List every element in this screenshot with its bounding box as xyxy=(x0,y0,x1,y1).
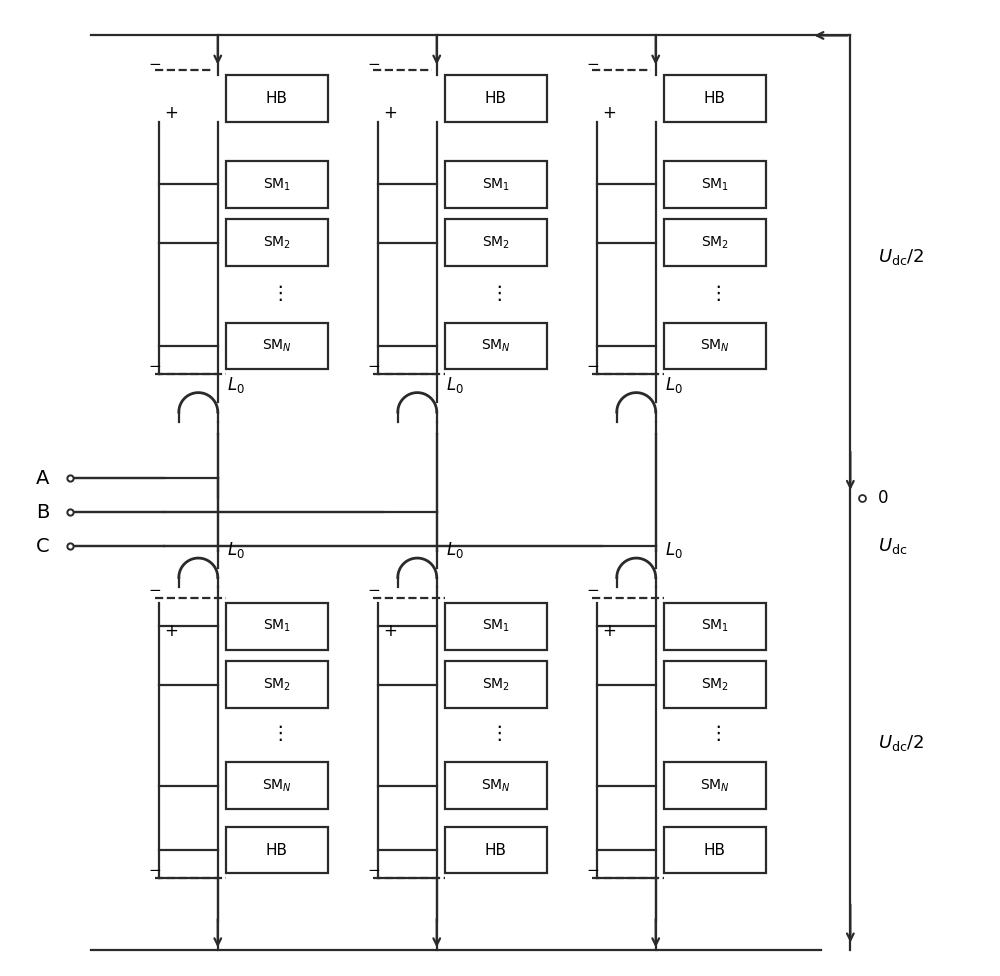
Bar xyxy=(226,75,328,122)
Text: A: A xyxy=(36,468,49,488)
Text: $-$: $-$ xyxy=(148,357,161,372)
Bar xyxy=(445,75,547,122)
Text: $-$: $-$ xyxy=(367,861,380,876)
Text: $-$: $-$ xyxy=(367,357,380,372)
Text: $\mathrm{SM}_{1}$: $\mathrm{SM}_{1}$ xyxy=(701,176,729,192)
Text: $0$: $0$ xyxy=(877,489,888,507)
Bar xyxy=(226,762,328,809)
Bar xyxy=(664,827,766,874)
Text: $\mathrm{SM}_{1}$: $\mathrm{SM}_{1}$ xyxy=(701,618,729,634)
Bar xyxy=(226,661,328,708)
Text: $\mathrm{SM}_{N}$: $\mathrm{SM}_{N}$ xyxy=(481,778,511,794)
Text: $L_0$: $L_0$ xyxy=(446,541,464,560)
Text: $\mathrm{SM}_{1}$: $\mathrm{SM}_{1}$ xyxy=(263,618,291,634)
Bar xyxy=(664,762,766,809)
Text: HB: HB xyxy=(266,91,288,106)
Text: $\mathrm{SM}_{N}$: $\mathrm{SM}_{N}$ xyxy=(481,338,511,354)
Bar xyxy=(226,161,328,208)
Bar xyxy=(445,603,547,650)
Bar xyxy=(664,75,766,122)
Text: $\mathrm{SM}_{2}$: $\mathrm{SM}_{2}$ xyxy=(263,234,291,251)
Bar xyxy=(664,220,766,266)
Text: $-$: $-$ xyxy=(367,56,380,70)
Text: $-$: $-$ xyxy=(586,56,599,70)
Text: $+$: $+$ xyxy=(383,622,397,640)
Text: $-$: $-$ xyxy=(586,581,599,595)
Text: $\mathrm{SM}_{2}$: $\mathrm{SM}_{2}$ xyxy=(482,234,510,251)
Bar xyxy=(226,322,328,369)
Text: $-$: $-$ xyxy=(148,581,161,595)
Text: $U_{\rm dc}/2$: $U_{\rm dc}/2$ xyxy=(878,734,923,753)
Text: $\vdots$: $\vdots$ xyxy=(270,723,283,744)
Text: $\mathrm{SM}_{1}$: $\mathrm{SM}_{1}$ xyxy=(263,176,291,192)
Text: HB: HB xyxy=(704,842,726,858)
Text: $\mathrm{SM}_{N}$: $\mathrm{SM}_{N}$ xyxy=(262,778,292,794)
Text: $\mathrm{SM}_{2}$: $\mathrm{SM}_{2}$ xyxy=(482,676,510,693)
Text: $+$: $+$ xyxy=(383,104,397,122)
Text: $U_{\rm dc}/2$: $U_{\rm dc}/2$ xyxy=(878,247,923,266)
Bar xyxy=(445,827,547,874)
Text: $\mathrm{SM}_{1}$: $\mathrm{SM}_{1}$ xyxy=(482,618,510,634)
Text: $\mathrm{SM}_{2}$: $\mathrm{SM}_{2}$ xyxy=(263,676,291,693)
Text: $\vdots$: $\vdots$ xyxy=(270,283,283,304)
Text: $\mathrm{SM}_{N}$: $\mathrm{SM}_{N}$ xyxy=(700,338,730,354)
Text: $U_{\rm dc}$: $U_{\rm dc}$ xyxy=(878,537,907,556)
Text: $-$: $-$ xyxy=(148,56,161,70)
Text: $\mathrm{SM}_{N}$: $\mathrm{SM}_{N}$ xyxy=(262,338,292,354)
Text: $L_0$: $L_0$ xyxy=(227,375,245,395)
Bar xyxy=(445,661,547,708)
Text: $+$: $+$ xyxy=(164,104,178,122)
Bar xyxy=(664,603,766,650)
Text: HB: HB xyxy=(485,842,507,858)
Text: $+$: $+$ xyxy=(602,104,616,122)
Text: $\mathrm{SM}_{2}$: $\mathrm{SM}_{2}$ xyxy=(701,676,729,693)
Text: $-$: $-$ xyxy=(586,357,599,372)
Text: $-$: $-$ xyxy=(148,861,161,876)
Bar xyxy=(226,827,328,874)
Bar xyxy=(664,322,766,369)
Text: $+$: $+$ xyxy=(164,622,178,640)
Bar xyxy=(445,762,547,809)
Text: $-$: $-$ xyxy=(367,581,380,595)
Text: $L_0$: $L_0$ xyxy=(227,541,245,560)
Text: HB: HB xyxy=(485,91,507,106)
Bar xyxy=(226,220,328,266)
Text: $+$: $+$ xyxy=(602,622,616,640)
Bar xyxy=(664,661,766,708)
Text: $-$: $-$ xyxy=(586,861,599,876)
Text: $\mathrm{SM}_{2}$: $\mathrm{SM}_{2}$ xyxy=(701,234,729,251)
Text: $L_0$: $L_0$ xyxy=(446,375,464,395)
Bar xyxy=(445,322,547,369)
Text: $\mathrm{SM}_{N}$: $\mathrm{SM}_{N}$ xyxy=(700,778,730,794)
Text: $\vdots$: $\vdots$ xyxy=(708,723,721,744)
Text: C: C xyxy=(36,537,49,556)
Text: HB: HB xyxy=(704,91,726,106)
Bar xyxy=(445,220,547,266)
Text: HB: HB xyxy=(266,842,288,858)
Text: $\mathrm{SM}_{1}$: $\mathrm{SM}_{1}$ xyxy=(482,176,510,192)
Bar xyxy=(445,161,547,208)
Text: $\vdots$: $\vdots$ xyxy=(708,283,721,304)
Text: $\vdots$: $\vdots$ xyxy=(489,283,502,304)
Bar xyxy=(664,161,766,208)
Text: $L_0$: $L_0$ xyxy=(665,375,683,395)
Text: B: B xyxy=(36,503,49,522)
Bar xyxy=(226,603,328,650)
Text: $\vdots$: $\vdots$ xyxy=(489,723,502,744)
Text: $L_0$: $L_0$ xyxy=(665,541,683,560)
